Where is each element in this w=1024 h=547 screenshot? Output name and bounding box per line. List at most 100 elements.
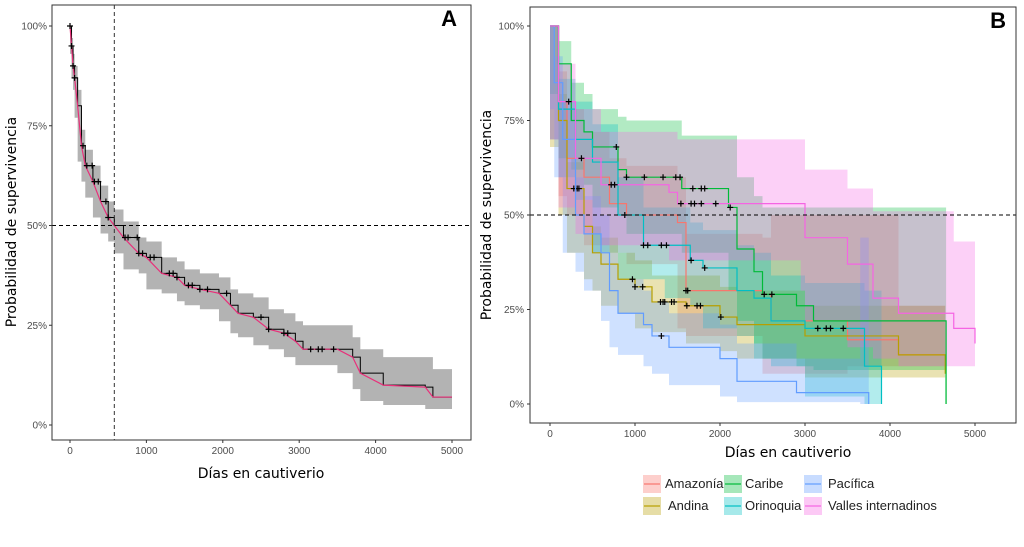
x-tick-label: 3000 bbox=[288, 446, 311, 457]
censor-mark-1-11 bbox=[683, 302, 690, 309]
legend-item-1: Andina bbox=[643, 497, 709, 515]
censor-mark-0-20 bbox=[173, 274, 180, 281]
legend-label: Pacífica bbox=[828, 476, 875, 491]
censor-mark-0-8 bbox=[95, 178, 102, 185]
censor-mark-1-14 bbox=[717, 314, 724, 321]
censor-mark-2-3 bbox=[660, 174, 667, 181]
x-tick-label: 1000 bbox=[135, 446, 158, 457]
censor-mark-3-10 bbox=[840, 325, 847, 332]
x-tick-label: 2000 bbox=[212, 446, 235, 457]
survival-curve-smooth bbox=[69, 25, 452, 398]
censor-mark-1-5 bbox=[639, 283, 646, 290]
censor-mark-2-6 bbox=[689, 185, 696, 192]
censor-mark-0-32 bbox=[319, 346, 326, 353]
x-axis-title: Días en cautiverio bbox=[198, 466, 325, 482]
censor-mark-0-13 bbox=[134, 234, 141, 241]
legend-item-5: Valles internadinos bbox=[804, 497, 937, 515]
censor-mark-5-3 bbox=[611, 181, 618, 188]
censor-mark-2-2 bbox=[641, 174, 648, 181]
y-tick-label: 50% bbox=[27, 221, 47, 232]
censor-mark-5-6 bbox=[691, 200, 698, 207]
censor-mark-4-0 bbox=[658, 332, 665, 339]
censor-mark-1-3 bbox=[629, 276, 636, 283]
censor-mark-0-0 bbox=[67, 23, 73, 29]
censor-mark-0-22 bbox=[189, 282, 196, 289]
ci-band-0 bbox=[70, 26, 452, 410]
legend-item-2: Caribe bbox=[724, 475, 783, 493]
censor-mark-3-4 bbox=[663, 242, 670, 249]
x-tick-label: 0 bbox=[67, 446, 73, 457]
legend: Amazonía Andina Caribe Orinoquia Pacífica Val… bbox=[643, 475, 937, 515]
censor-mark-0-9 bbox=[102, 198, 109, 205]
censor-mark-0-4 bbox=[79, 142, 86, 149]
y-tick-label: 75% bbox=[504, 116, 524, 127]
censor-mark-0-25 bbox=[223, 290, 230, 297]
censor-mark-1-4 bbox=[632, 283, 638, 290]
censor-mark-5-4 bbox=[677, 200, 684, 207]
censor-mark-2-5 bbox=[677, 174, 684, 181]
ci-band-1 bbox=[550, 26, 946, 378]
panel-a: 0% 25% 50% 75% 100% 0 1000 2000 3000 4000 5000 Días… bbox=[4, 4, 472, 482]
censor-mark-2-8 bbox=[701, 185, 708, 192]
censor-mark-2-0 bbox=[613, 143, 620, 150]
panel-label: B bbox=[990, 8, 1006, 33]
censor-mark-0-12 bbox=[125, 234, 132, 241]
x-tick-label: 5000 bbox=[964, 429, 987, 440]
censor-mark-2-11 bbox=[768, 291, 775, 298]
legend-item-4: Pacífica bbox=[804, 475, 875, 493]
censor-mark-5-7 bbox=[698, 200, 705, 207]
y-tick-label: 50% bbox=[504, 211, 524, 222]
censor-mark-0-15 bbox=[139, 250, 146, 257]
y-axis-title: Probabilidad de supervivencia bbox=[4, 117, 20, 328]
censor-mark-1-8 bbox=[661, 298, 668, 305]
censor-mark-2-1 bbox=[623, 174, 630, 181]
y-tick-label: 0% bbox=[510, 400, 525, 411]
x-axis-title: Días en cautiverio bbox=[725, 445, 852, 461]
legend-label: Andina bbox=[668, 498, 709, 513]
x-tick-label: 4000 bbox=[879, 429, 902, 440]
censor-mark-0-29 bbox=[284, 330, 291, 337]
censor-mark-3-5 bbox=[688, 257, 695, 264]
censor-mark-3-9 bbox=[827, 325, 834, 332]
censor-mark-5-0 bbox=[565, 98, 572, 105]
ci-band-0 bbox=[550, 26, 946, 374]
legend-label: Amazonía bbox=[665, 476, 724, 491]
legend-label: Valles internadinos bbox=[828, 498, 937, 513]
censor-mark-0-5 bbox=[83, 162, 90, 169]
censor-mark-0-23 bbox=[196, 286, 203, 293]
censor-mark-5-8 bbox=[712, 200, 719, 207]
censor-mark-1-2 bbox=[575, 185, 582, 192]
survival-curve-4 bbox=[550, 25, 870, 404]
censor-mark-0-27 bbox=[265, 326, 272, 333]
censor-mark-2-10 bbox=[761, 291, 768, 298]
censor-mark-0-19 bbox=[170, 270, 177, 277]
censor-mark-0-17 bbox=[151, 254, 158, 261]
survival-curve-5 bbox=[550, 25, 976, 344]
y-tick-label: 100% bbox=[21, 22, 47, 33]
legend-item-3: Orinoquia bbox=[724, 497, 802, 515]
censor-mark-0-10 bbox=[105, 214, 112, 221]
censor-mark-2-9 bbox=[727, 204, 734, 211]
censor-mark-0-26 bbox=[258, 314, 264, 321]
x-tick-label: 1000 bbox=[624, 429, 647, 440]
survival-curve-3 bbox=[550, 25, 883, 404]
censor-mark-3-2 bbox=[644, 242, 651, 249]
censor-mark-0-2 bbox=[70, 62, 77, 69]
y-tick-label: 25% bbox=[504, 305, 524, 316]
y-tick-label: 75% bbox=[27, 121, 47, 132]
censor-mark-5-1 bbox=[578, 155, 585, 162]
ci-band-4 bbox=[550, 26, 869, 404]
legend-label: Orinoquia bbox=[745, 498, 802, 513]
x-tick-label: 0 bbox=[547, 429, 553, 440]
censor-mark-0-6 bbox=[89, 162, 96, 169]
ci-band-3 bbox=[550, 26, 882, 404]
legend-label: Caribe bbox=[745, 476, 783, 491]
x-tick-label: 4000 bbox=[364, 446, 387, 457]
censor-mark-3-3 bbox=[658, 242, 665, 249]
censor-mark-1-13 bbox=[697, 302, 704, 309]
legend-item-0: Amazonía bbox=[643, 475, 724, 493]
y-axis-title: Probabilidad de supervivencia bbox=[479, 110, 495, 321]
y-tick-label: 0% bbox=[33, 421, 48, 432]
censor-mark-0-33 bbox=[330, 346, 337, 353]
